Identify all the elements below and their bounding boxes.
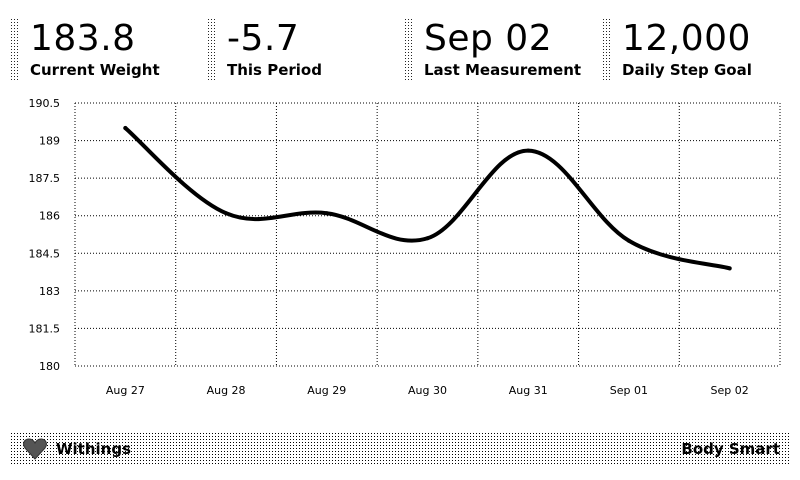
x-tick-label: Aug 27 — [106, 384, 145, 397]
stat-value: 183.8 — [30, 18, 136, 59]
y-tick-label: 189 — [39, 135, 60, 148]
y-tick-label: 184.5 — [29, 247, 61, 260]
data-point — [727, 266, 732, 271]
product-name: Body Smart — [681, 440, 780, 458]
y-tick-label: 181.5 — [29, 322, 61, 335]
x-tick-label: Aug 28 — [207, 384, 246, 397]
stat-stripe — [207, 18, 215, 82]
data-point — [123, 126, 128, 131]
stat-label: This Period — [227, 61, 322, 79]
stat-stripe — [404, 18, 412, 82]
y-tick-label: 186 — [39, 210, 60, 223]
stat-stripe — [602, 18, 610, 82]
y-tick-label: 187.5 — [29, 172, 61, 185]
data-point — [425, 236, 430, 241]
stat-label: Last Measurement — [424, 61, 582, 79]
chart-grid — [74, 102, 781, 367]
stats-bar: 183.8 Current Weight -5.7 This Period Se… — [10, 18, 800, 82]
footer-bar: Withings Body Smart — [10, 432, 790, 466]
data-point — [224, 211, 229, 216]
stat-stripe — [10, 18, 18, 82]
heart-icon — [23, 438, 47, 460]
data-point — [324, 211, 329, 216]
stat-value: 12,000 — [622, 18, 751, 59]
y-tick-label: 180 — [39, 360, 60, 373]
data-point — [626, 238, 631, 243]
stat-current-weight: 183.8 Current Weight — [10, 18, 200, 82]
stat-this-period: -5.7 This Period — [207, 18, 397, 82]
x-tick-label: Sep 02 — [711, 384, 749, 397]
x-tick-label: Sep 01 — [610, 384, 648, 397]
x-tick-label: Aug 29 — [307, 384, 346, 397]
data-point — [526, 148, 531, 153]
y-tick-label: 190.5 — [29, 97, 61, 110]
weight-series-line — [123, 126, 732, 271]
x-tick-label: Aug 30 — [408, 384, 447, 397]
x-tick-label: Aug 31 — [509, 384, 548, 397]
stat-label: Current Weight — [30, 61, 160, 79]
brand-name: Withings — [56, 440, 132, 458]
x-axis-ticks: Aug 27 Aug 28 Aug 29 Aug 30 Aug 31 Sep 01 Sep … — [106, 384, 749, 397]
y-tick-label: 183 — [39, 285, 60, 298]
stat-label: Daily Step Goal — [622, 61, 752, 79]
y-axis-ticks: 190.5 189 187.5 186 184.5 183 181.5 180 — [29, 97, 61, 373]
stat-last-measurement: Sep 02 Last Measurement — [404, 18, 594, 82]
stat-value: -5.7 — [227, 18, 300, 59]
stat-value: Sep 02 — [424, 18, 553, 59]
series-points — [123, 126, 732, 271]
stat-daily-step-goal: 12,000 Daily Step Goal — [602, 18, 792, 82]
